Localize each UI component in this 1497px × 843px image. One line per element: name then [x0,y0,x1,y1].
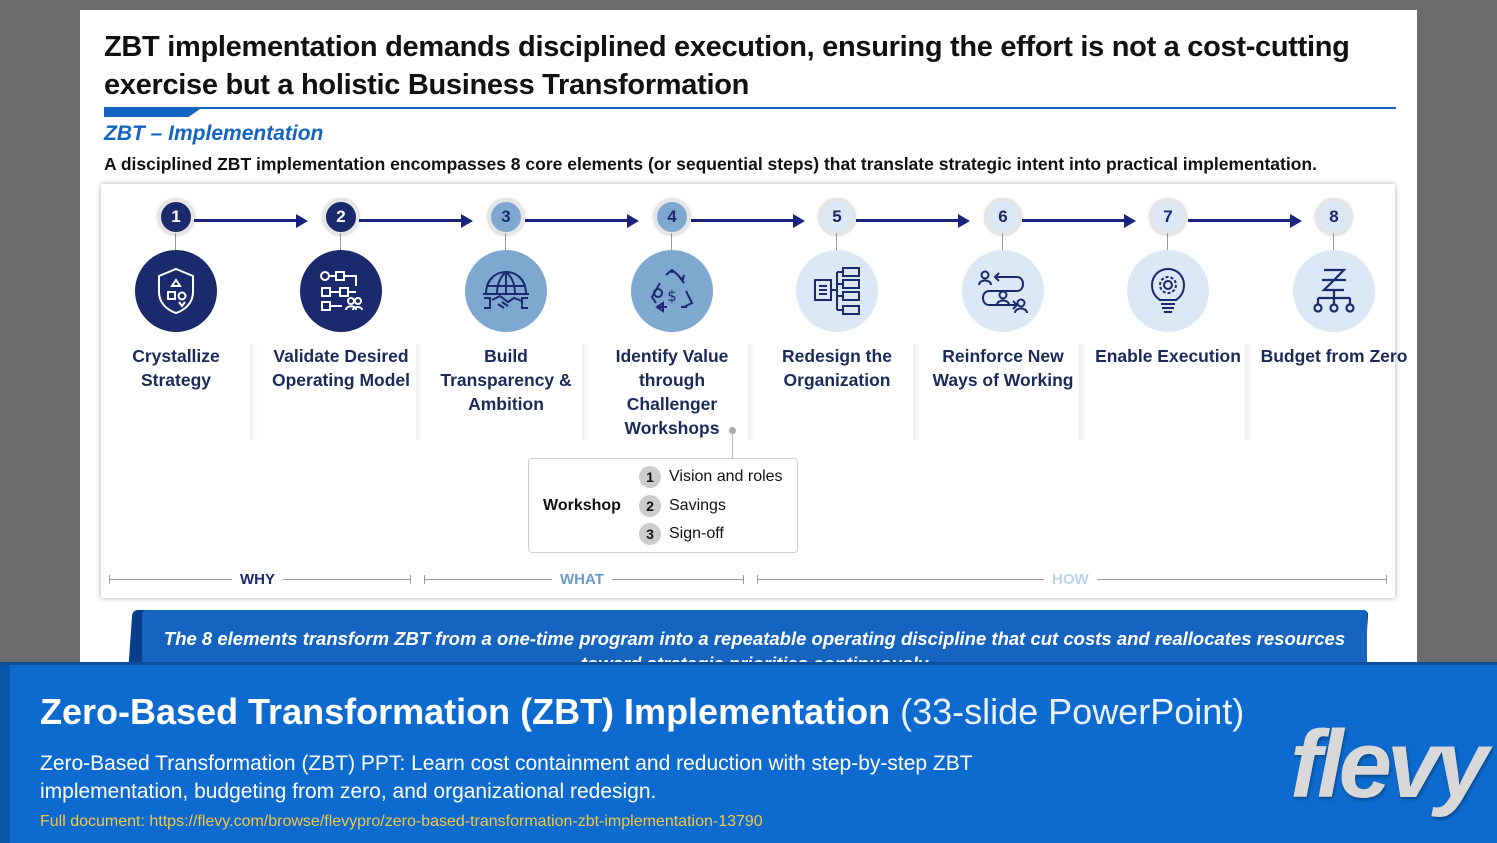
step-separator [416,344,424,440]
connector-line [671,233,672,251]
phase-label-how: HOW [1044,571,1097,588]
step-number-badge: 5 [819,199,855,235]
footer-description: Zero-Based Transformation (ZBT) PPT: Lea… [40,752,973,803]
connector-line [1167,233,1168,251]
slide: ZBT implementation demands disciplined e… [80,10,1417,670]
org-chart-icon [796,250,878,332]
step-separator [582,344,590,440]
workshop-item-number: 3 [639,523,661,545]
step-arrow [691,214,805,228]
step-label: Build Transparency & Ambition [440,346,572,414]
phase-label-why: WHY [232,571,283,588]
zero-hierarchy-icon [1293,250,1375,332]
step-number-badge: 7 [1150,199,1186,235]
recycle-dollar-icon: $ [631,250,713,332]
steps-panel: 1 Crystallize Strategy 2 [101,184,1407,598]
connector-line [505,233,506,251]
step-number-badge: 2 [323,199,359,235]
step-label: Identify Value through Challenger Worksh… [615,346,729,438]
connector-line [175,233,176,251]
lightbulb-gear-icon [1127,250,1209,332]
step-number-badge: 4 [654,199,690,235]
workshop-item-label: Vision and roles [669,468,783,485]
people-cycle-icon [962,250,1044,332]
title-rule-accent [104,109,200,117]
step-number-badge: 1 [158,199,194,235]
step-label: Validate Desired Operating Model [271,346,411,390]
workshop-item-number: 2 [639,495,661,517]
connector-line [340,233,341,251]
workshop-item: 3 Sign-off [639,522,724,546]
workshop-item-number: 1 [639,466,661,488]
workshop-item: 1 Vision and roles [639,465,783,489]
workshop-item-label: Sign-off [669,525,724,542]
step-separator [913,344,921,440]
connector-line [836,233,837,251]
step-arrow [194,214,308,228]
footer-title: Zero-Based Transformation (ZBT) Implemen… [40,691,1244,733]
step-arrow [359,214,473,228]
connector-line [1002,233,1003,251]
section-subtitle: ZBT – Implementation [104,122,324,145]
step-number-badge: 3 [488,199,524,235]
step-arrow [1188,214,1302,228]
phase-tick [410,575,411,584]
phase-tick [1386,575,1387,584]
footer-title-main: Zero-Based Transformation (ZBT) Implemen… [40,691,891,732]
step-separator [250,344,258,440]
footer: Zero-Based Transformation (ZBT) Implemen… [0,662,1497,843]
step-label: Budget from Zero [1260,346,1408,366]
flevy-logo: flevy [1290,711,1489,818]
slide-title: ZBT implementation demands disciplined e… [104,31,1350,101]
workshop-callout: Workshop 1 Vision and roles 2 Savings 3 … [528,458,798,553]
banner [142,610,1367,670]
workshop-item: 2 Savings [639,494,726,518]
step-label: Redesign the Organization [782,346,892,390]
section-description: A disciplined ZBT implementation encompa… [104,154,1317,174]
footer-title-suffix: (33-slide PowerPoint) [900,691,1245,732]
step-separator [1079,344,1087,440]
workshop-title: Workshop [543,497,621,514]
callout-line [732,434,733,458]
shield-shapes-icon [135,250,217,332]
step-arrow [856,214,970,228]
step-number-badge: 6 [985,199,1021,235]
step-separator [1245,344,1253,440]
footer-document-link[interactable]: Full document: https://flevy.com/browse/… [40,813,763,830]
step-label: Crystallize Strategy [132,346,220,390]
step-separator [748,344,756,440]
svg-text:$: $ [667,287,677,305]
title-rule [104,107,1396,109]
workshop-item-label: Savings [669,497,726,514]
step-arrow [525,214,639,228]
step-arrow [1022,214,1136,228]
callout-dot [729,427,736,434]
connector-line [1333,233,1334,251]
step-label: Reinforce New Ways of Working [932,346,1074,390]
globe-handshake-icon [465,250,547,332]
step-label: Enable Execution [1095,346,1241,366]
step-number-badge: 8 [1316,199,1352,235]
process-flow-icon [300,250,382,332]
phase-label-what: WHAT [552,571,612,588]
phase-tick [743,575,744,584]
